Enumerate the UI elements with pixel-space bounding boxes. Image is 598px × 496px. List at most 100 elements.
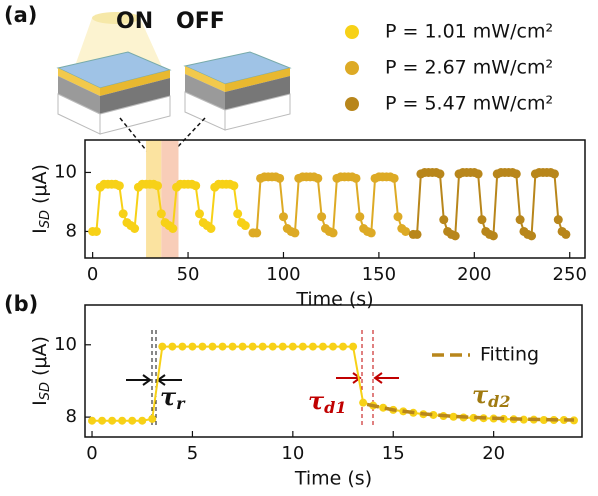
data-point xyxy=(275,174,284,183)
data-point xyxy=(118,417,126,425)
data-point xyxy=(367,228,376,237)
data-point xyxy=(119,209,128,218)
data-point xyxy=(393,212,402,221)
data-point xyxy=(178,343,186,351)
x-tick-label: 250 xyxy=(553,264,587,285)
data-point xyxy=(289,343,297,351)
data-point xyxy=(108,417,116,425)
x-tick-label: 15 xyxy=(382,443,405,464)
data-point xyxy=(195,209,204,218)
device-off xyxy=(185,52,290,130)
data-point xyxy=(130,224,139,233)
data-point xyxy=(339,343,347,351)
data-point xyxy=(229,181,238,190)
data-point xyxy=(489,231,498,240)
legend-marker xyxy=(345,97,359,111)
data-point xyxy=(188,343,196,351)
data-point xyxy=(299,343,307,351)
data-point xyxy=(451,231,460,240)
data-point xyxy=(269,343,277,351)
tau-symbol: τ xyxy=(308,386,325,415)
x-tick-label: 5 xyxy=(187,443,198,464)
data-point xyxy=(435,169,444,178)
data-point xyxy=(233,209,242,218)
x-axis-label: Time (s) xyxy=(294,468,372,490)
y-label-rest: (μA) xyxy=(29,336,51,382)
device-illustrations xyxy=(58,12,290,158)
tau-d1: τd1 xyxy=(308,386,346,417)
data-point xyxy=(413,230,422,239)
legend-label: P = 2.67 mW/cm² xyxy=(385,57,553,79)
data-point xyxy=(219,343,227,351)
data-point xyxy=(229,343,237,351)
data-point xyxy=(168,224,177,233)
data-point xyxy=(239,343,247,351)
data-point xyxy=(148,415,156,423)
data-point xyxy=(279,343,287,351)
x-tick-label: 150 xyxy=(362,264,396,285)
data-point xyxy=(477,215,486,224)
data-point xyxy=(157,209,166,218)
off-label: OFF xyxy=(176,9,225,34)
y-tick-label: 10 xyxy=(54,334,77,355)
data-point xyxy=(158,343,166,351)
data-point xyxy=(329,228,338,237)
data-point xyxy=(439,215,448,224)
data-point xyxy=(92,227,101,236)
data-point xyxy=(241,221,250,230)
y-label-rest: (μA) xyxy=(29,164,51,210)
figure: (a) ON OFF (b) τr τd1 τd2 05010015020025… xyxy=(0,0,598,496)
panel-label: (b) xyxy=(4,292,38,316)
data-point xyxy=(516,215,525,224)
x-tick-label: 0 xyxy=(87,264,98,285)
data-point xyxy=(554,215,563,224)
x-axis-label: Time (s) xyxy=(295,289,373,311)
x-tick-label: 100 xyxy=(266,264,300,285)
data-point xyxy=(198,343,206,351)
data-point xyxy=(309,343,317,351)
data-point xyxy=(115,181,124,190)
y-tick-label: 8 xyxy=(66,220,77,241)
legend-label: P = 5.47 mW/cm² xyxy=(385,93,553,115)
data-point xyxy=(128,417,136,425)
y-axis-label: ISD (μA) xyxy=(29,336,53,406)
data-point xyxy=(527,231,536,240)
data-point xyxy=(359,399,367,407)
legend-marker xyxy=(345,61,359,75)
data-point xyxy=(512,169,521,178)
data-point xyxy=(252,228,261,237)
data-point xyxy=(290,228,299,237)
y-axis-label: ISD (μA) xyxy=(29,164,53,234)
data-point xyxy=(168,343,176,351)
tau-symbol: τ xyxy=(472,380,489,409)
tau-sub: d2 xyxy=(488,392,510,411)
y-label-sub: SD xyxy=(38,210,53,228)
tau-sub: d1 xyxy=(324,398,346,417)
data-point xyxy=(319,343,327,351)
x-tick-label: 20 xyxy=(482,443,505,464)
series-line xyxy=(253,177,406,233)
panel-label: (a) xyxy=(4,3,37,27)
y-label-sub: SD xyxy=(38,382,53,400)
data-point xyxy=(390,174,399,183)
tau-symbol: τ xyxy=(160,382,177,411)
data-point xyxy=(561,230,570,239)
on-label: ON xyxy=(116,9,153,34)
data-point xyxy=(349,343,357,351)
y-tick-label: 8 xyxy=(66,406,77,427)
arrow xyxy=(336,373,360,383)
x-tick-label: 10 xyxy=(281,443,304,464)
x-tick-label: 50 xyxy=(177,264,200,285)
x-tick-label: 0 xyxy=(86,443,97,464)
data-point xyxy=(206,224,215,233)
data-point xyxy=(88,417,96,425)
tau-r: τr xyxy=(160,382,186,413)
data-point xyxy=(209,343,217,351)
data-point xyxy=(259,343,267,351)
legend-label: Fitting xyxy=(480,344,539,366)
tau-d2: τd2 xyxy=(472,380,510,411)
arrow xyxy=(126,375,150,385)
series-line xyxy=(413,172,566,235)
data-point xyxy=(138,417,146,425)
data-point xyxy=(98,417,106,425)
